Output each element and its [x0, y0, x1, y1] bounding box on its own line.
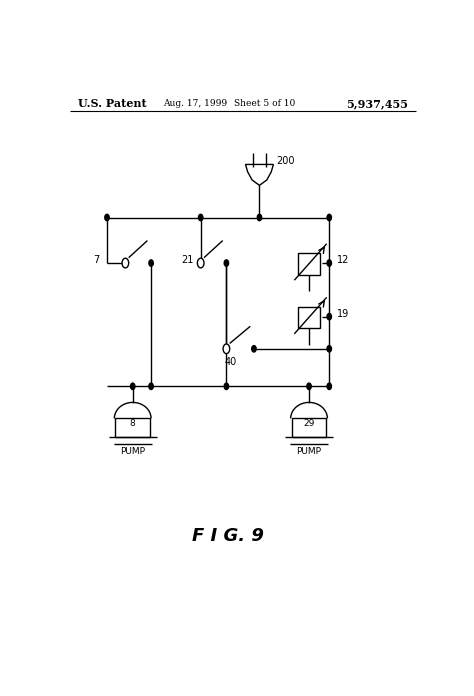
Text: F I G. 9: F I G. 9	[192, 528, 264, 546]
Circle shape	[122, 258, 128, 268]
Text: 19: 19	[337, 309, 349, 319]
Circle shape	[307, 383, 311, 390]
Circle shape	[224, 383, 228, 390]
Text: 29: 29	[303, 419, 315, 428]
Circle shape	[130, 383, 135, 390]
Text: 8: 8	[130, 419, 136, 428]
Circle shape	[327, 214, 331, 221]
Circle shape	[257, 214, 262, 221]
Circle shape	[149, 383, 153, 390]
Text: Sheet 5 of 10: Sheet 5 of 10	[234, 100, 296, 109]
Circle shape	[327, 313, 331, 320]
Bar	[298, 253, 320, 275]
Circle shape	[149, 260, 153, 267]
Circle shape	[327, 260, 331, 267]
Circle shape	[252, 346, 256, 352]
Text: 12: 12	[337, 255, 349, 265]
Text: 200: 200	[276, 156, 294, 166]
Bar	[298, 307, 320, 329]
Circle shape	[327, 383, 331, 390]
Text: 5,937,455: 5,937,455	[346, 98, 408, 109]
Circle shape	[223, 344, 230, 354]
Text: PUMP: PUMP	[297, 448, 321, 456]
Text: U.S. Patent: U.S. Patent	[78, 98, 146, 109]
Text: PUMP: PUMP	[120, 448, 145, 456]
Text: 40: 40	[225, 357, 237, 367]
Circle shape	[327, 346, 331, 352]
Circle shape	[105, 214, 109, 221]
Text: Aug. 17, 1999: Aug. 17, 1999	[163, 100, 227, 109]
Bar	[292, 418, 327, 437]
Circle shape	[224, 260, 228, 267]
Circle shape	[199, 214, 203, 221]
Text: 7: 7	[93, 255, 100, 265]
Text: 21: 21	[181, 255, 193, 265]
Circle shape	[197, 258, 204, 268]
Bar	[115, 418, 150, 437]
